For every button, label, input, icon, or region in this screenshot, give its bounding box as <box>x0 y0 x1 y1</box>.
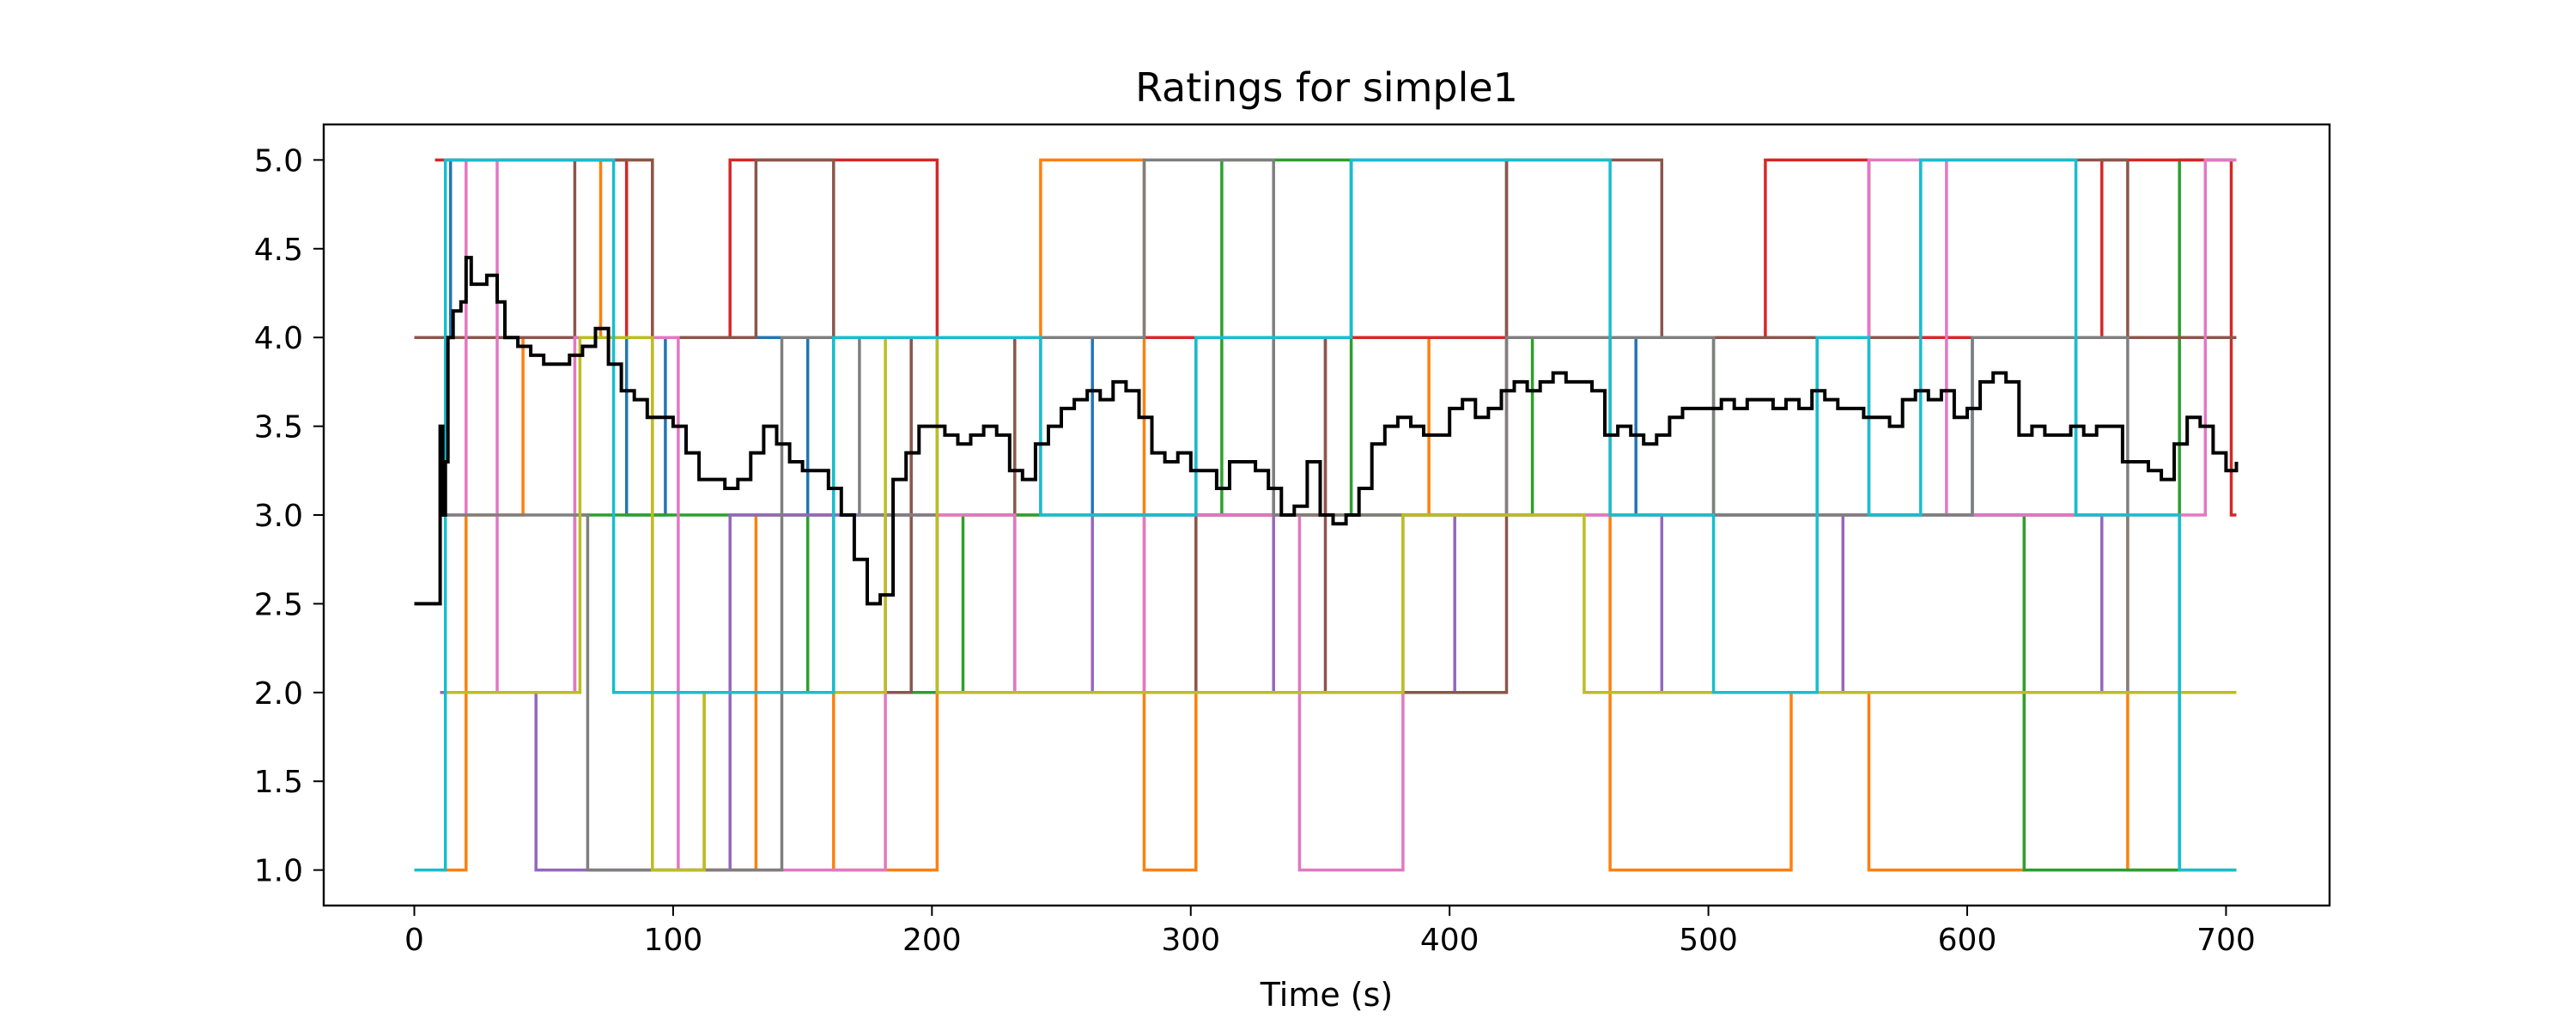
x-tick-label: 400 <box>1420 923 1479 958</box>
y-tick-label: 3.0 <box>254 499 303 534</box>
series-line-9 <box>445 336 2237 872</box>
x-tick-label: 500 <box>1679 923 1738 958</box>
y-tick-label: 2.0 <box>254 676 303 712</box>
y-tick-label: 5.0 <box>254 143 303 179</box>
x-axis-label: Time (s) <box>1260 976 1394 1014</box>
x-tick-label: 100 <box>644 923 703 958</box>
y-tick-label: 3.5 <box>254 410 303 445</box>
x-axis: 0 100 200 300 400 500 600 700 <box>404 906 2256 958</box>
y-tick-label: 4.0 <box>254 321 303 356</box>
series-line-mean <box>414 256 2239 606</box>
y-tick-label: 4.5 <box>254 233 303 268</box>
series-line-8 <box>440 158 2237 872</box>
x-tick-label: 300 <box>1161 923 1220 958</box>
y-axis: 1.0 1.5 2.0 2.5 3.0 3.5 4.0 4.5 5.0 <box>254 143 324 889</box>
y-tick-label: 2.5 <box>254 587 303 622</box>
x-tick-label: 0 <box>404 923 424 958</box>
series-layer <box>414 158 2239 872</box>
y-tick-label: 1.0 <box>254 854 303 889</box>
series-line-10 <box>414 158 2237 872</box>
x-tick-label: 200 <box>902 923 962 958</box>
chart-title: Ratings for simple1 <box>1135 64 1518 111</box>
y-tick-label: 1.5 <box>254 765 303 800</box>
x-tick-label: 600 <box>1938 923 1997 958</box>
x-tick-label: 700 <box>2196 923 2256 958</box>
